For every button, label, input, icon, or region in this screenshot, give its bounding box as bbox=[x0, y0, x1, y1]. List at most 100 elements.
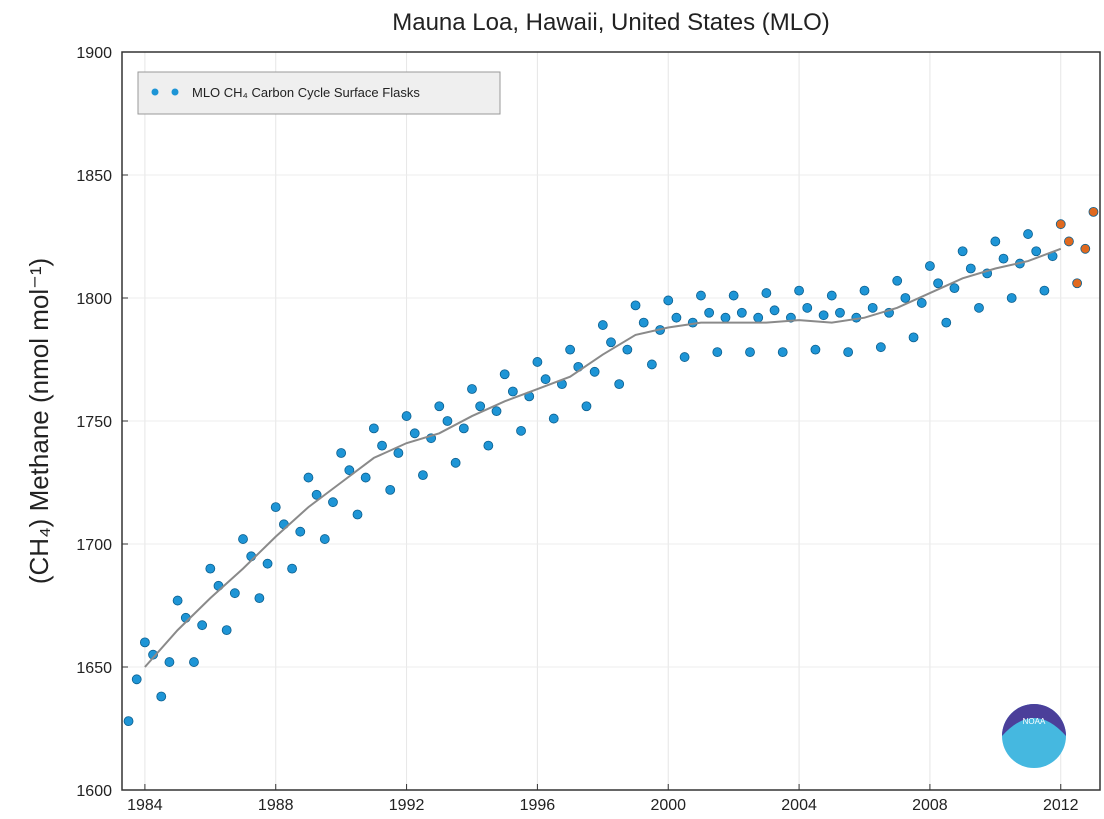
data-point bbox=[442, 416, 453, 426]
data-point bbox=[949, 283, 960, 294]
data-point bbox=[205, 563, 216, 574]
data-point bbox=[1006, 293, 1017, 303]
data-point bbox=[229, 588, 240, 599]
data-point bbox=[1039, 285, 1050, 296]
data-point bbox=[172, 595, 183, 606]
data-point bbox=[483, 440, 494, 451]
x-tick-label: 2004 bbox=[781, 797, 817, 814]
legend-label: MLO CH₄ Carbon Cycle Surface Flasks bbox=[192, 85, 420, 100]
data-point bbox=[826, 290, 837, 301]
data-point bbox=[965, 263, 976, 274]
data-point bbox=[458, 423, 469, 434]
data-point bbox=[638, 317, 649, 328]
data-point bbox=[467, 384, 477, 394]
data-point bbox=[270, 502, 281, 513]
data-point bbox=[360, 472, 371, 483]
data-point bbox=[548, 413, 559, 424]
y-tick-label: 1650 bbox=[76, 660, 112, 677]
data-point bbox=[589, 366, 600, 377]
data-point bbox=[139, 637, 150, 648]
y-tick-label: 1800 bbox=[76, 291, 112, 308]
data-point bbox=[900, 293, 911, 303]
x-tick-label: 1988 bbox=[258, 797, 294, 814]
data-point bbox=[614, 379, 625, 390]
data-point bbox=[491, 406, 502, 417]
data-point bbox=[409, 428, 420, 439]
data-point bbox=[794, 285, 804, 296]
x-tick-label: 2012 bbox=[1043, 797, 1079, 814]
y-tick-label: 1750 bbox=[76, 414, 112, 431]
data-point bbox=[131, 674, 142, 685]
y-tick-label: 1700 bbox=[76, 537, 112, 554]
data-point bbox=[761, 288, 772, 298]
data-point bbox=[1031, 246, 1042, 257]
y-tick-label: 1900 bbox=[76, 45, 112, 62]
data-point bbox=[736, 307, 747, 318]
logo-top bbox=[1002, 704, 1066, 736]
data-point bbox=[745, 347, 755, 358]
data-point bbox=[606, 337, 616, 348]
data-point bbox=[368, 423, 379, 434]
data-point bbox=[377, 440, 387, 451]
data-point bbox=[646, 359, 657, 370]
data-point bbox=[941, 317, 952, 328]
data-point bbox=[974, 302, 984, 313]
data-point bbox=[818, 310, 829, 321]
data-point bbox=[696, 290, 706, 301]
data-point bbox=[720, 312, 731, 323]
data-point bbox=[810, 344, 821, 355]
x-tick-label: 2008 bbox=[912, 797, 948, 814]
legend-swatch bbox=[151, 88, 159, 96]
data-point bbox=[728, 290, 739, 301]
y-tick-label: 1850 bbox=[76, 168, 112, 185]
data-point bbox=[532, 357, 543, 367]
marks bbox=[123, 206, 1099, 727]
data-point bbox=[311, 489, 322, 500]
data-point bbox=[998, 253, 1009, 264]
data-point bbox=[262, 558, 273, 569]
data-point bbox=[434, 401, 445, 412]
x-tick-label: 1984 bbox=[127, 797, 163, 814]
data-point bbox=[295, 526, 306, 537]
trend-line bbox=[144, 247, 1062, 668]
x-tick-label: 2000 bbox=[650, 797, 686, 814]
data-point bbox=[287, 563, 297, 574]
data-point bbox=[516, 425, 526, 436]
data-point bbox=[1064, 236, 1074, 247]
data-point bbox=[197, 620, 208, 631]
logo-text: NOAA bbox=[1023, 717, 1046, 726]
legend-box bbox=[137, 71, 501, 115]
data-point bbox=[835, 307, 845, 318]
data-point bbox=[712, 347, 723, 358]
data-point bbox=[540, 374, 551, 385]
legend: MLO CH₄ Carbon Cycle Surface Flasks bbox=[137, 71, 501, 115]
data-point bbox=[418, 470, 428, 481]
grid bbox=[122, 51, 1100, 791]
data-point bbox=[352, 509, 363, 520]
data-point bbox=[671, 312, 682, 323]
data-point bbox=[319, 534, 330, 544]
data-point bbox=[336, 448, 347, 458]
data-point bbox=[565, 344, 576, 355]
data-point bbox=[769, 305, 780, 316]
data-point bbox=[475, 401, 486, 412]
data-point bbox=[1080, 243, 1091, 254]
data-point bbox=[393, 448, 404, 458]
data-point bbox=[622, 344, 633, 355]
data-point bbox=[630, 300, 641, 311]
data-point bbox=[401, 411, 412, 421]
data-point bbox=[344, 465, 355, 476]
data-point bbox=[164, 657, 175, 667]
plot-frame bbox=[121, 51, 1101, 791]
data-point bbox=[925, 261, 935, 271]
noaa-logo: NOAA bbox=[1002, 704, 1066, 768]
data-point bbox=[753, 312, 764, 323]
data-point bbox=[990, 236, 1001, 247]
data-point bbox=[916, 298, 927, 308]
data-point bbox=[189, 657, 199, 667]
chart-title: Mauna Loa, Hawaii, United States (MLO) bbox=[392, 9, 830, 36]
legend-swatch bbox=[171, 88, 179, 96]
data-point bbox=[957, 246, 968, 257]
data-point bbox=[663, 295, 674, 306]
data-point bbox=[843, 347, 854, 358]
